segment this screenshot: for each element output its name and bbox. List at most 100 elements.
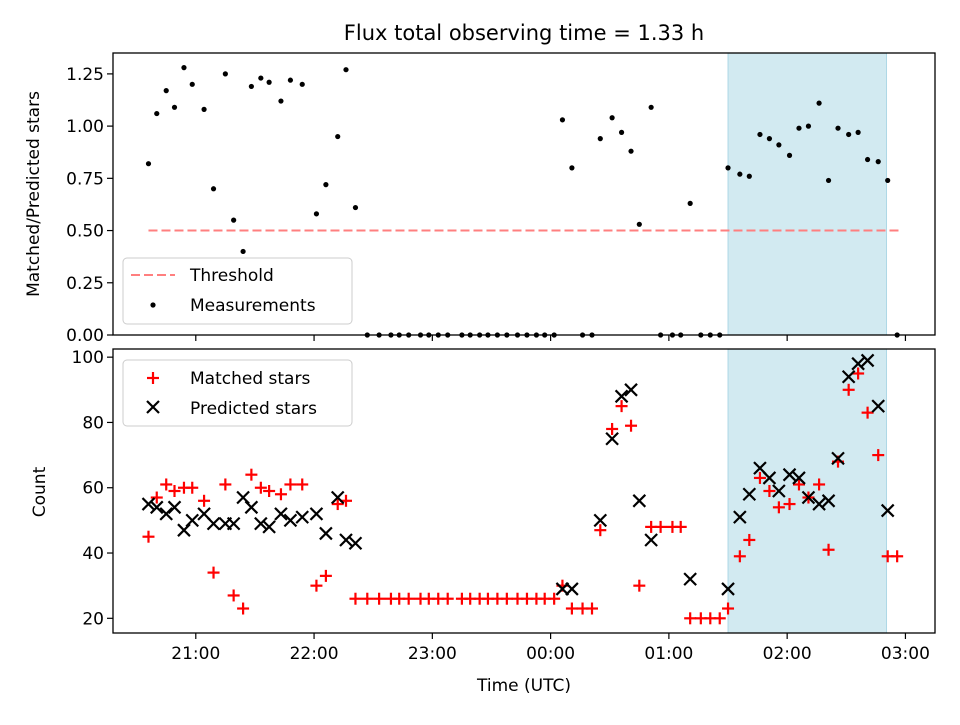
measurements-point xyxy=(163,88,169,94)
measurements-point xyxy=(313,211,320,217)
measurements-point xyxy=(222,71,228,77)
matched-stars-point xyxy=(310,579,323,592)
measurements-point xyxy=(835,125,841,131)
measurements-point xyxy=(885,177,891,184)
predicted-stars-point xyxy=(283,513,298,528)
predicted-stars-point xyxy=(860,353,875,368)
predicted-stars-point xyxy=(274,507,288,521)
measurements-point xyxy=(628,148,634,154)
y-tick-label: 1.25 xyxy=(66,65,104,85)
measurements-point xyxy=(597,136,603,142)
observing-span xyxy=(727,52,888,336)
predicted-stars-point xyxy=(262,520,276,534)
measurements-point xyxy=(636,221,642,227)
predicted-stars-point xyxy=(167,500,182,515)
matched-stars-point xyxy=(852,367,865,380)
legend-measurements-label: Measurements xyxy=(190,296,316,316)
measurements-point xyxy=(335,133,341,140)
predicted-stars-point xyxy=(348,536,363,551)
x-tick-label: 21:00 xyxy=(171,644,220,664)
x-axis-label: Time (UTC) xyxy=(476,676,571,696)
top-panel: Flux total observing time = 1.33 h 0.000… xyxy=(24,21,936,346)
measurements-point xyxy=(201,106,207,112)
predicted-stars-point xyxy=(880,503,895,518)
predicted-stars-point xyxy=(330,490,345,505)
matched-stars-point xyxy=(227,589,240,602)
matched-stars-point xyxy=(548,592,561,605)
y-tick-label: 100 xyxy=(72,348,104,368)
predicted-stars-point xyxy=(185,513,200,528)
matched-stars-point xyxy=(150,491,163,504)
y-tick-label: 1.00 xyxy=(66,117,104,137)
predicted-stars-point xyxy=(782,467,797,482)
predicted-stars-point xyxy=(644,533,658,547)
measurements-point xyxy=(786,152,793,158)
matched-stars-point xyxy=(763,485,776,497)
measurements-point xyxy=(825,177,832,184)
measurements-point xyxy=(210,186,217,192)
measurements-point xyxy=(569,165,575,171)
bottom-axes: 20 40 60 80 100 21:00 22:00 23:00 00:00 01:00 02:0… xyxy=(72,348,936,664)
measurements-point xyxy=(287,77,294,83)
matched-stars-point xyxy=(245,468,258,481)
matched-stars-point xyxy=(331,498,344,511)
measurements-point xyxy=(258,75,264,81)
measurements-point xyxy=(299,81,305,87)
x-tick-label: 01:00 xyxy=(644,644,693,664)
legend-predicted-swatch xyxy=(146,400,160,414)
matched-stars-point xyxy=(219,478,232,491)
predicted-stars-point xyxy=(614,389,629,404)
measurements-point xyxy=(231,217,237,223)
axes-frame xyxy=(112,348,936,634)
matched-stars-point xyxy=(284,478,297,491)
predicted-stars-point xyxy=(801,490,816,505)
legend-box-bottom xyxy=(122,359,353,427)
matched-stars-point xyxy=(822,543,835,556)
matched-stars-point xyxy=(842,383,855,396)
y-axis-label-top: Matched/Predicted stars xyxy=(24,91,44,297)
y-tick-label: 60 xyxy=(82,479,104,499)
matched-stars-point xyxy=(633,579,646,592)
predicted-stars-point xyxy=(254,516,268,531)
measurements-point xyxy=(323,182,329,188)
measurements-point xyxy=(746,173,752,179)
y-tick-label: 20 xyxy=(82,609,104,629)
observing-span-bottom xyxy=(727,348,888,634)
measurements-point xyxy=(846,131,852,138)
matched-stars-point xyxy=(813,478,826,491)
matched-stars-point xyxy=(743,533,756,546)
predicted-stars-point xyxy=(841,369,856,384)
legend-measurements-swatch xyxy=(150,302,156,308)
measurements-point xyxy=(352,204,359,211)
predicted-stars-point xyxy=(141,497,156,511)
measurements-point xyxy=(687,200,693,206)
matched-stars-point xyxy=(198,494,211,507)
matched-stars-point xyxy=(753,471,766,484)
matched-stars-point xyxy=(441,592,454,605)
predicted-stars-point xyxy=(159,507,174,521)
predicted-stars-point xyxy=(733,510,747,524)
axes-frame xyxy=(112,52,936,336)
matched-stars-point xyxy=(594,524,607,537)
measurements-point xyxy=(855,129,861,135)
legend-threshold-label: Threshold xyxy=(189,266,274,286)
matched-stars-point xyxy=(891,550,904,563)
matched-stars-point xyxy=(625,419,638,432)
predicted-stars-point xyxy=(821,494,836,508)
predicted-stars-point xyxy=(812,497,826,511)
matched-stars-point xyxy=(168,485,181,497)
predicted-stars-point xyxy=(742,487,757,502)
measurements-point xyxy=(618,129,625,135)
matched-stars-point xyxy=(361,592,374,605)
measurements-point xyxy=(796,125,802,131)
measurements-point xyxy=(154,110,160,117)
x-tick-label: 03:00 xyxy=(881,644,930,664)
predicted-stars-point xyxy=(871,399,886,413)
measurements-point xyxy=(757,131,763,138)
matched-stars-point xyxy=(254,481,267,494)
matched-stars-point xyxy=(606,422,619,435)
y-tick-label: 40 xyxy=(82,544,104,564)
x-tick-label: 23:00 xyxy=(408,644,457,664)
measurements-point xyxy=(145,161,152,167)
measurements-point xyxy=(725,165,731,171)
